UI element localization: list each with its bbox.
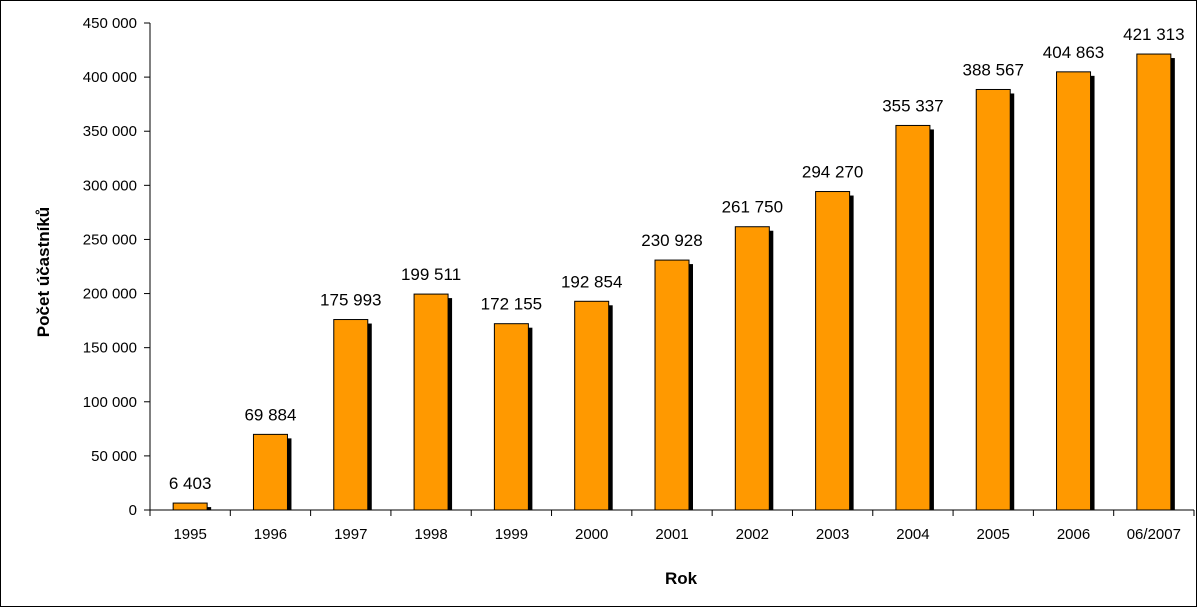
y-tick-label: 250 000 (83, 231, 137, 248)
data-label: 294 270 (802, 163, 863, 182)
bar (1056, 71, 1092, 511)
y-tick-label: 200 000 (83, 286, 137, 303)
y-tick-label: 300 000 (83, 177, 137, 194)
data-label: 199 511 (401, 265, 461, 284)
data-label: 175 993 (320, 291, 381, 310)
x-tick-label: 1995 (173, 526, 206, 543)
y-axis: 0 50 000 100 000 150 000 200 000 250 000 300 0… (83, 15, 151, 519)
y-tick-label: 100 000 (83, 394, 137, 411)
y-axis-title: Počet účastníků (34, 207, 53, 337)
bar (574, 300, 610, 511)
bar (1136, 53, 1172, 511)
x-tick-label: 1996 (254, 526, 287, 543)
x-tick-label: 2006 (1057, 526, 1090, 543)
x-tick-label: 2002 (736, 526, 769, 543)
data-label: 388 567 (963, 60, 1024, 79)
data-labels: 6 403 69 884 175 993 199 511 172 155 192 854 2… (169, 25, 1185, 493)
y-tick-label: 50 000 (91, 448, 137, 465)
x-tick-label: 2001 (655, 526, 688, 543)
x-tick-label: 2005 (977, 526, 1010, 543)
data-label: 6 403 (169, 474, 212, 493)
bar (895, 124, 931, 511)
y-tick-label: 150 000 (83, 340, 137, 357)
x-tick-label: 1997 (334, 526, 367, 543)
bar (493, 323, 529, 511)
y-tick-label: 0 (129, 502, 137, 519)
x-tick-label: 1999 (495, 526, 528, 543)
bar (252, 433, 288, 511)
x-tick-label: 06/2007 (1127, 526, 1181, 543)
bar (333, 319, 369, 511)
data-label: 172 155 (481, 295, 542, 314)
y-tick-label: 350 000 (83, 123, 137, 140)
x-tick-label: 2000 (575, 526, 608, 543)
bar (975, 88, 1011, 511)
bar (654, 259, 690, 511)
data-label: 421 313 (1123, 25, 1184, 44)
data-label: 69 884 (244, 405, 296, 424)
data-label: 192 854 (561, 272, 622, 291)
bar (172, 502, 208, 511)
data-label: 355 337 (882, 96, 943, 115)
bar (413, 293, 449, 511)
bar (734, 226, 770, 511)
data-label: 230 928 (641, 231, 702, 250)
data-label: 261 750 (722, 198, 783, 217)
y-tick-label: 450 000 (83, 15, 137, 32)
x-tick-label: 1998 (414, 526, 447, 543)
y-tick-label: 400 000 (83, 69, 137, 86)
x-axis-title: Rok (665, 569, 698, 588)
bars (172, 53, 1175, 511)
data-label: 404 863 (1043, 43, 1104, 62)
x-axis: 1995 1996 1997 1998 1999 2000 2001 2002 2003 2004… (149, 509, 1195, 543)
x-tick-label: 2003 (816, 526, 849, 543)
x-tick-label: 2004 (896, 526, 929, 543)
bar (815, 191, 851, 511)
